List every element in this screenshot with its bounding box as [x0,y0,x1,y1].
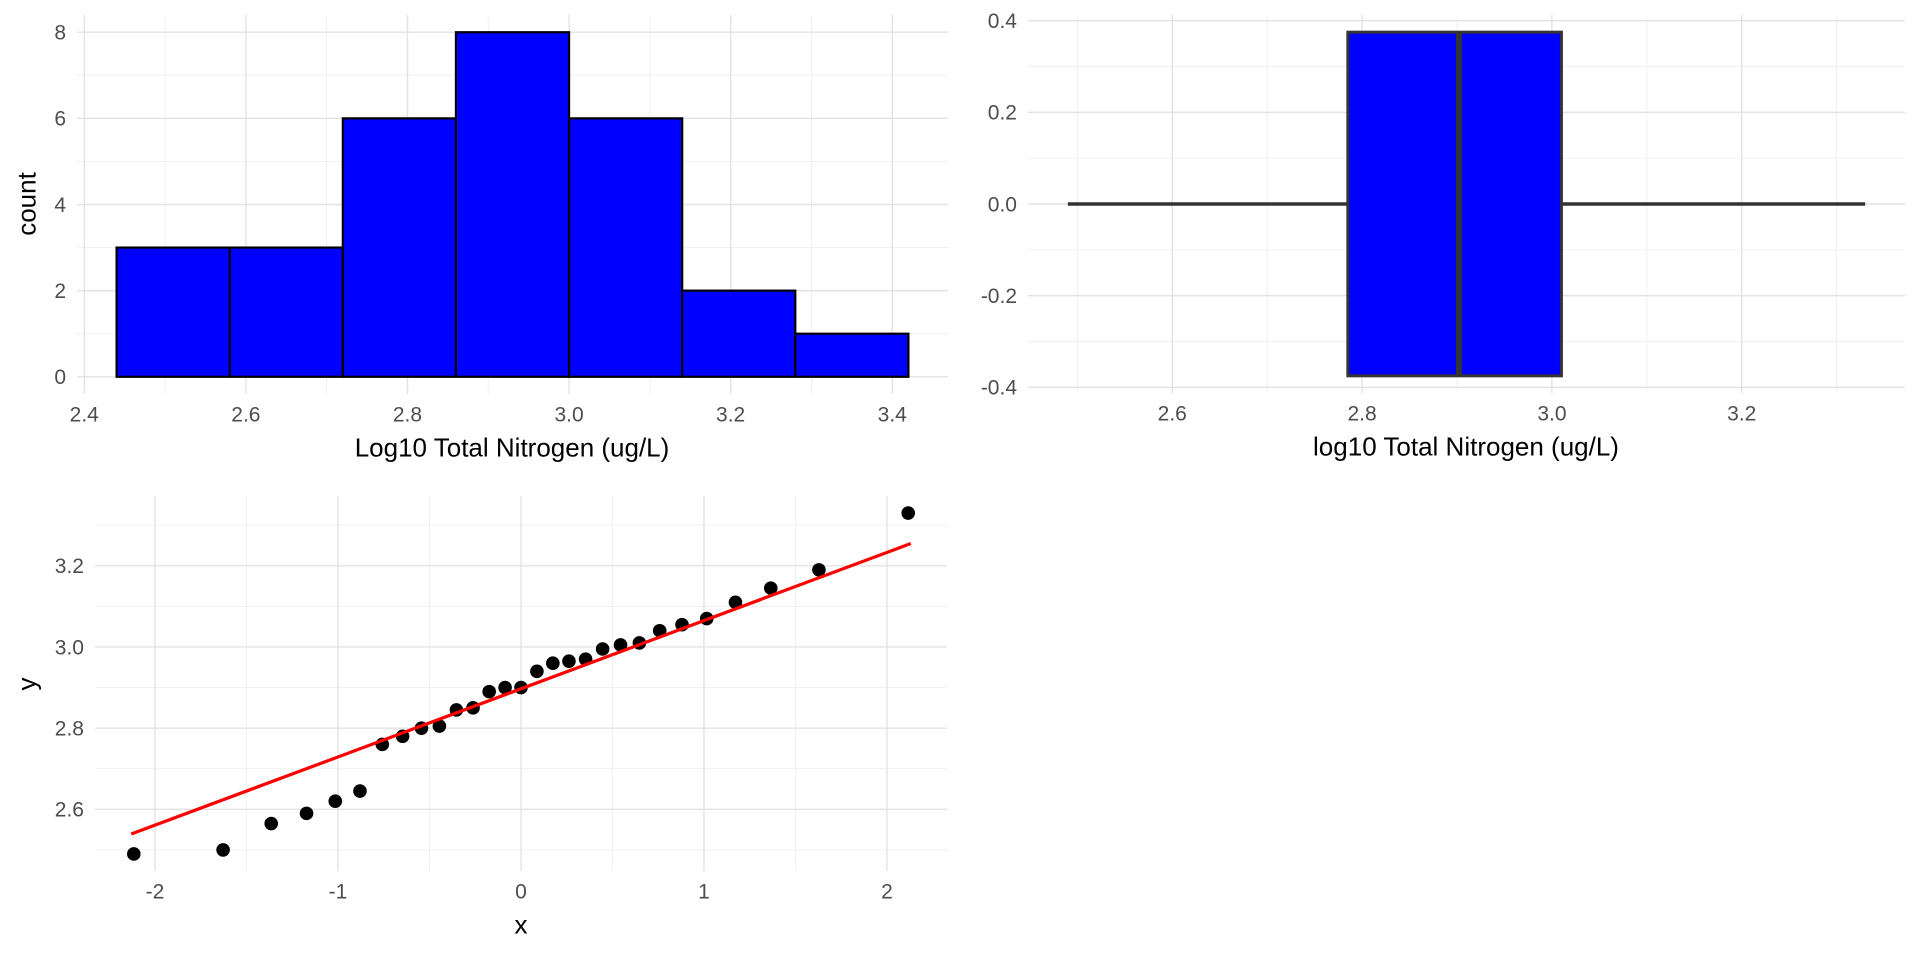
qq-x-axis-title: x [514,909,528,940]
y-axis-tick-label: 0.2 [988,102,1017,125]
qq-point [613,638,628,652]
x-axis-tick-label: 3.4 [878,403,908,426]
qq-point [498,680,512,695]
y-axis-tick-label: 6 [54,108,66,131]
x-axis-tick-label: 3.2 [1727,402,1756,425]
qq-point [432,719,447,733]
y-axis-tick-label: 2.6 [55,799,84,822]
x-axis-tick-label: 3.0 [554,403,583,426]
x-axis-tick-label: 0 [515,880,527,903]
y-axis-tick-label: 3.2 [55,555,84,578]
x-axis-tick-label: -1 [329,880,348,903]
histogram-bar [115,246,231,378]
qq-fit-line [130,542,912,836]
x-axis-tick-label: 2.8 [393,403,422,426]
qq-point [763,581,778,595]
qq-plot: -2 -1 0 1 2 2.6 2.8 3.0 3.2 x y [0,480,960,960]
x-axis-tick-label: 2 [881,880,893,903]
qq-point [530,664,544,679]
boxplot-plot: 2.6 2.8 3.0 3.2 -0.4 -0.2 0.0 0.2 0.4 log10 Tota… [960,0,1920,480]
y-axis-tick-label: -0.4 [981,377,1018,400]
qq-y-axis-title: y [11,677,42,691]
histogram-y-axis-title: count [11,172,42,236]
x-axis-tick-label: 1 [698,880,710,903]
qq-point [353,784,367,798]
qq-point [482,684,496,699]
qq-point [216,843,230,857]
x-axis-tick-label: 3.2 [716,403,745,426]
histogram-plot: 2.4 2.6 2.8 3.0 3.2 3.4 0 2 4 6 8 Log10 Total Nitr… [0,0,960,480]
qq-point [546,656,560,671]
qq-point [328,794,343,808]
y-axis-tick-label: 0 [54,366,66,389]
y-axis-tick-label: 4 [54,194,66,217]
qq-svg: -2 -1 0 1 2 2.6 2.8 3.0 3.2 [55,496,947,903]
x-axis-tick-label: 2.6 [1158,402,1187,425]
y-axis-tick-label: -0.2 [981,285,1017,308]
histogram-bar [567,117,684,378]
x-axis-tick-label: -2 [146,880,165,903]
histogram-bar [454,31,571,378]
y-axis-tick-label: 2 [54,280,66,303]
histogram-svg: 2.4 2.6 2.8 3.0 3.2 3.4 0 2 4 6 8 [54,15,948,426]
histogram-x-axis-title: Log10 Total Nitrogen (ug/L) [354,432,670,463]
qq-point [728,595,743,610]
histogram-bar [794,332,910,378]
x-axis-tick-label: 2.6 [231,403,260,426]
y-axis-tick-label: 3.0 [55,636,84,659]
qq-point [901,506,916,520]
y-axis-tick-label: 0.0 [988,193,1017,216]
boxplot-x-axis-title: log10 Total Nitrogen (ug/L) [1313,431,1619,462]
qq-point [126,847,141,861]
boxplot-box [1346,30,1563,378]
x-axis-tick-label: 3.0 [1537,402,1566,425]
x-axis-tick-label: 2.8 [1347,402,1376,425]
qq-point [595,642,610,656]
histogram-bar [228,246,344,378]
y-axis-tick-label: 2.8 [55,717,84,740]
boxplot-svg: 2.6 2.8 3.0 3.2 -0.4 -0.2 0.0 0.2 0.4 [981,10,1905,425]
histogram-bar [341,117,458,378]
y-axis-tick-label: 8 [54,22,66,45]
histogram-bar [681,289,797,378]
qq-point [299,806,314,821]
x-axis-tick-label: 2.4 [70,403,100,426]
qq-point [264,816,279,831]
qq-point [812,563,826,577]
y-axis-tick-label: 0.4 [988,10,1018,33]
qq-point [562,654,576,668]
